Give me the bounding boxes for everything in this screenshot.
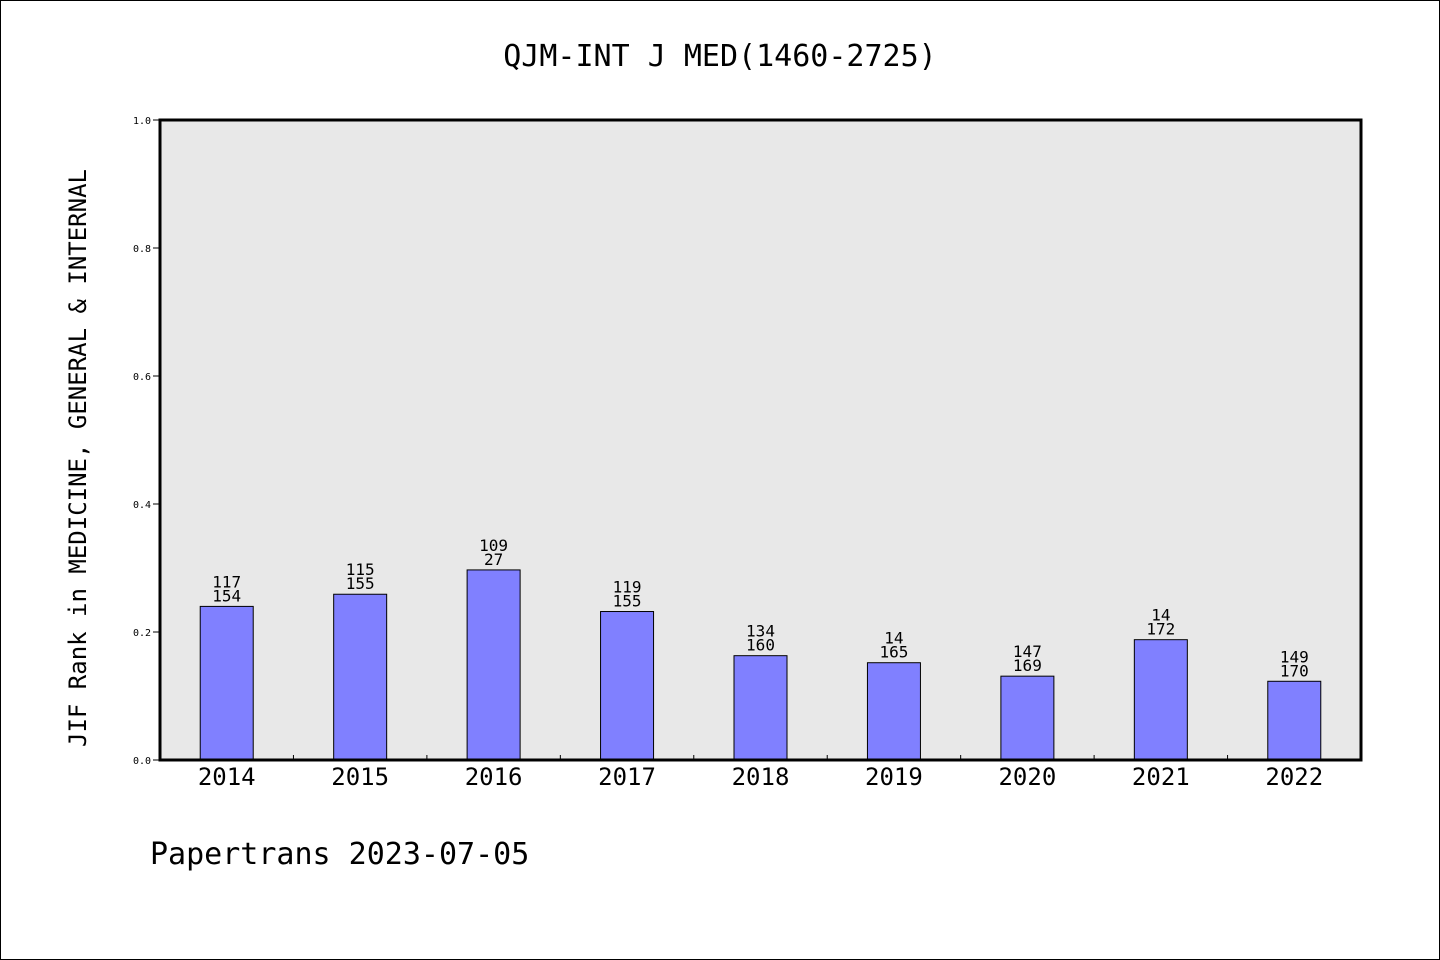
data-label-bottom: 155 [346, 574, 375, 593]
data-label-top: 109 [479, 536, 508, 555]
bar-2020 [1000, 675, 1055, 761]
x-tick-label: 2020 [998, 763, 1056, 791]
y-tick-label: 0.6 [133, 372, 151, 383]
bar-2022 [1267, 680, 1322, 761]
x-tick-label: 2022 [1265, 763, 1323, 791]
x-tick-label: 2014 [198, 763, 256, 791]
chart-title: QJM-INT J MED(1460-2725) [503, 39, 936, 74]
data-label-top: 119 [613, 578, 642, 597]
x-tick-label: 2017 [598, 763, 656, 791]
data-label-bottom: 160 [746, 636, 775, 655]
data-label-top: 14 [884, 629, 903, 648]
bar-2016 [466, 569, 521, 761]
data-label-bottom: 170 [1280, 661, 1309, 680]
data-label-top: 147 [1013, 642, 1042, 661]
x-tick-label: 2021 [1132, 763, 1190, 791]
y-tick-label: 0.8 [133, 244, 151, 255]
data-label-bottom: 165 [879, 643, 908, 662]
bar-2014 [199, 605, 254, 761]
data-label-bottom: 154 [212, 586, 241, 605]
footer-text: Papertrans 2023-07-05 [150, 837, 529, 872]
data-label-top: 134 [746, 622, 775, 641]
x-tick-label: 2018 [732, 763, 790, 791]
data-label-top: 115 [346, 560, 375, 579]
data-label-top: 14 [1151, 606, 1170, 625]
data-label-bottom: 155 [613, 592, 642, 611]
bar-2017 [600, 611, 655, 761]
bars [199, 569, 1322, 761]
y-tick-label: 0.0 [133, 756, 151, 767]
y-tick-label: 1.0 [133, 116, 151, 127]
data-label-bottom: 27 [484, 550, 503, 569]
y-tick-label: 0.4 [133, 500, 151, 511]
bar-2021 [1133, 639, 1188, 761]
data-label-top: 149 [1280, 647, 1309, 666]
bar-2018 [733, 655, 788, 761]
x-tick-label: 2016 [465, 763, 523, 791]
x-tick-label: 2019 [865, 763, 923, 791]
bar-2015 [333, 593, 388, 761]
data-label-bottom: 172 [1146, 620, 1175, 639]
data-label-bottom: 169 [1013, 656, 1042, 675]
x-axis-ticks: 2014 2015 2016 2017 2018 2019 2020 2021 2022 [198, 755, 1323, 791]
y-axis-label: JIF Rank in MEDICINE, GENERAL & INTERNAL [64, 169, 92, 747]
data-label-top: 117 [212, 572, 241, 591]
bar-2019 [866, 662, 921, 761]
y-tick-label: 0.2 [133, 628, 151, 639]
x-tick-label: 2015 [331, 763, 389, 791]
plot-border [158, 118, 1363, 762]
